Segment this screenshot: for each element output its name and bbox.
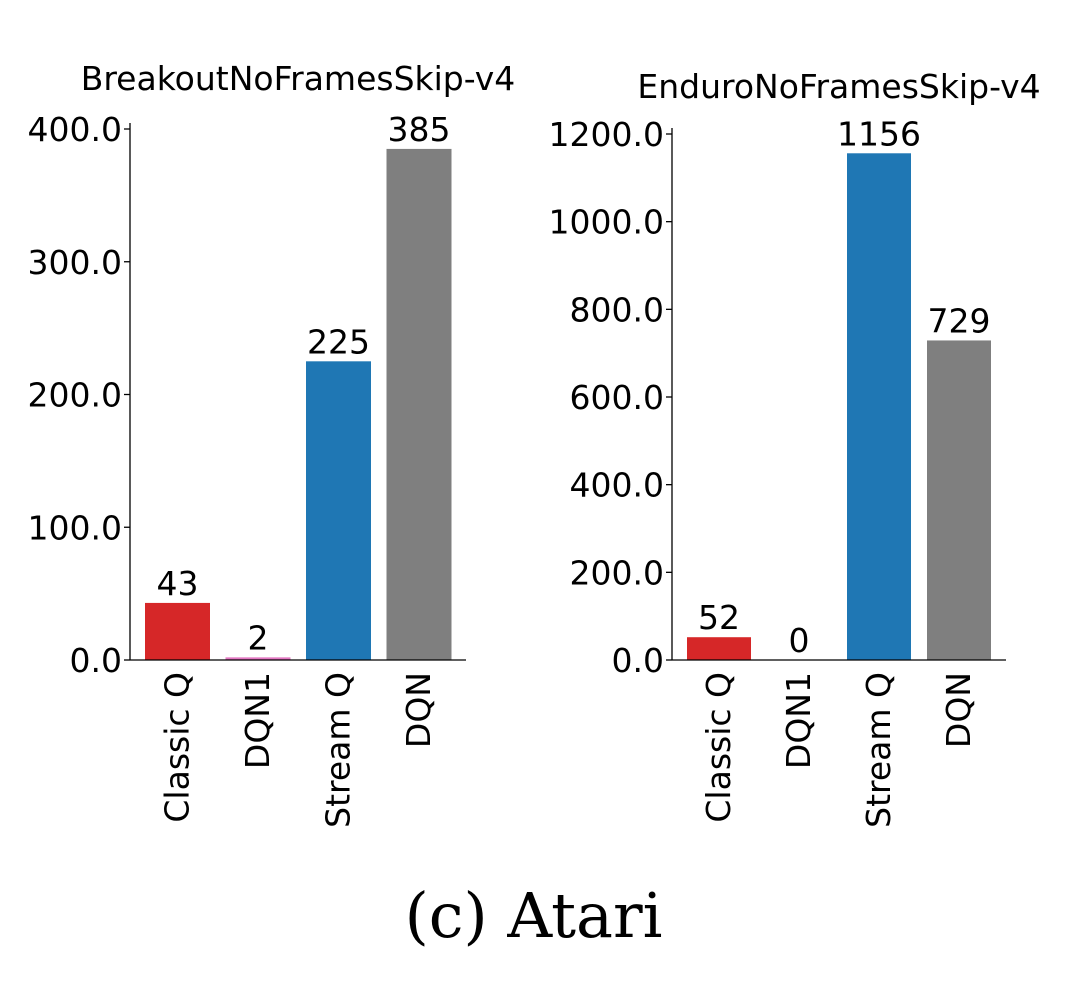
data-label: 225 (307, 322, 370, 361)
y-tick-label: 200.0 (570, 553, 664, 592)
x-tick-label: Classic Q (699, 672, 738, 823)
y-tick-label: 400.0 (570, 466, 664, 505)
chart-title: BreakoutNoFramesSkip-v4 (81, 59, 516, 98)
data-label: 2 (248, 618, 269, 657)
bar-classic-q (145, 602, 210, 660)
x-tick-label: DQN (399, 672, 438, 748)
y-tick-label: 100.0 (28, 508, 122, 547)
y-tick-label: 300.0 (28, 243, 122, 282)
data-label: 385 (388, 110, 451, 149)
data-label: 52 (698, 598, 740, 637)
x-tick-label: DQN (939, 672, 978, 748)
bar-dqn (386, 148, 452, 660)
x-tick-label: Stream Q (319, 672, 358, 828)
chart-2: EnduroNoFramesSkip-v4 52 Classic Q 0 DQN1 115… (549, 67, 1041, 828)
figure-caption: (c) Atari (404, 879, 663, 952)
y-tick-label: 1000.0 (549, 203, 664, 242)
bar-classic-q (687, 637, 751, 660)
y-tick-label: 600.0 (570, 378, 664, 417)
x-tick-label: DQN1 (238, 672, 277, 769)
y-tick-label: 800.0 (570, 290, 664, 329)
chart-title: EnduroNoFramesSkip-v4 (637, 67, 1040, 106)
y-tick-label: 1200.0 (549, 115, 664, 154)
y-tick-label: 0.0 (70, 641, 122, 680)
y-tick-label: 0.0 (612, 641, 664, 680)
x-tick-label: Classic Q (158, 672, 197, 823)
data-label: 0 (789, 621, 810, 660)
data-label: 43 (157, 564, 199, 603)
x-tick-label: DQN1 (779, 672, 818, 769)
bar-stream-q (847, 153, 911, 660)
y-tick-label: 400.0 (28, 110, 122, 149)
data-label: 729 (928, 301, 991, 340)
bar-dqn1 (225, 657, 291, 660)
data-label: 1156 (837, 114, 921, 153)
bar-dqn (927, 340, 991, 660)
y-tick-label: 200.0 (28, 376, 122, 415)
bar-stream-q (306, 361, 371, 660)
x-tick-label: Stream Q (859, 672, 898, 828)
chart-1: BreakoutNoFramesSkip-v4 43 Classic Q 2 DQN1 2… (28, 59, 516, 828)
